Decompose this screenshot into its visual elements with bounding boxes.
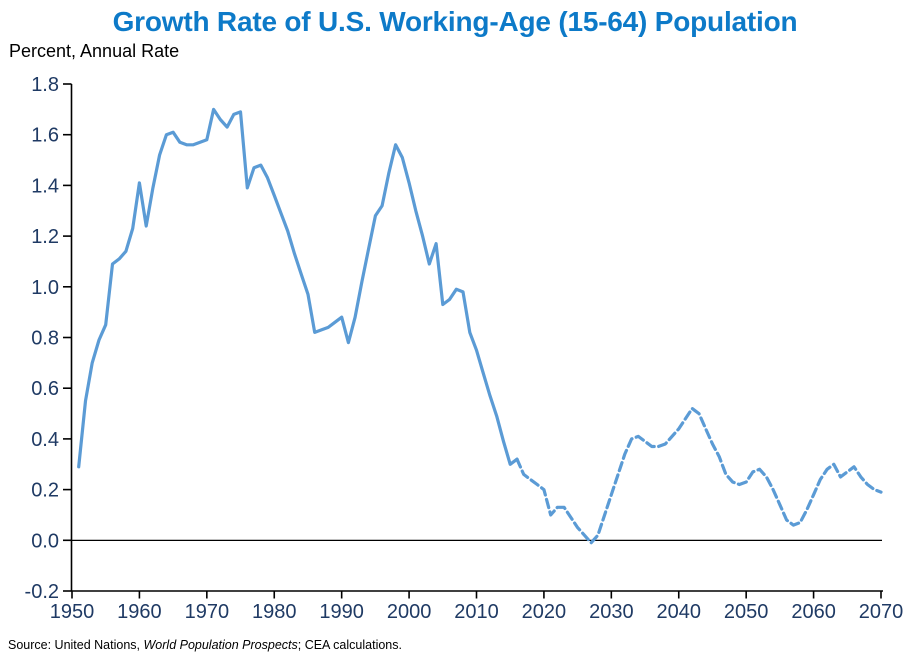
x-tick-label: 1950 bbox=[50, 601, 95, 623]
x-tick-label: 2060 bbox=[791, 601, 836, 623]
historical-line bbox=[77, 107, 519, 469]
x-tick-label: 2000 bbox=[387, 601, 432, 623]
projection-line bbox=[515, 406, 883, 545]
y-axis: 1.8 1.6 1.4 1.2 1.0 0.8 0.6 0.4 0.2 0.0 -0.2 bbox=[25, 74, 73, 603]
y-tick-label: 0.2 bbox=[31, 480, 59, 502]
y-tick-label: 0.0 bbox=[31, 530, 59, 552]
x-tick-label: 2050 bbox=[724, 601, 769, 623]
y-tick-label: 1.6 bbox=[31, 125, 59, 147]
x-tick-label: 1980 bbox=[252, 601, 297, 623]
x-tick-label: 2010 bbox=[454, 601, 499, 623]
x-tick-label: 1970 bbox=[185, 601, 230, 623]
source-prefix: Source: United Nations, bbox=[8, 638, 144, 652]
y-tick-label: 1.8 bbox=[31, 74, 59, 96]
y-tick-label: 1.0 bbox=[31, 277, 59, 299]
x-axis: 1950 1960 1970 1980 1990 2000 2010 2020 2030 2040… bbox=[50, 590, 904, 623]
x-tick-label: 2030 bbox=[589, 601, 634, 623]
y-tick-label: 1.2 bbox=[31, 226, 59, 248]
axis-units-label: Percent, Annual Rate bbox=[9, 41, 180, 61]
y-tick-label: 0.8 bbox=[31, 328, 59, 350]
x-tick-label: 1990 bbox=[319, 601, 364, 623]
chart-title: Growth Rate of U.S. Working-Age (15-64) … bbox=[112, 6, 798, 37]
y-tick-label: 0.4 bbox=[31, 429, 59, 451]
y-tick-label: 1.4 bbox=[31, 175, 59, 197]
y-tick-label: 0.6 bbox=[31, 378, 59, 400]
x-tick-label: 2020 bbox=[522, 601, 567, 623]
x-tick-label: 2040 bbox=[657, 601, 702, 623]
y-tick-label: -0.2 bbox=[25, 581, 59, 603]
x-tick-label: 2070 bbox=[859, 601, 904, 623]
x-tick-label: 1960 bbox=[117, 601, 162, 623]
source-publication: World Population Prospects bbox=[143, 638, 298, 652]
source-suffix: ; CEA calculations. bbox=[297, 638, 402, 652]
source-note: Source: United Nations, World Population… bbox=[8, 638, 402, 652]
